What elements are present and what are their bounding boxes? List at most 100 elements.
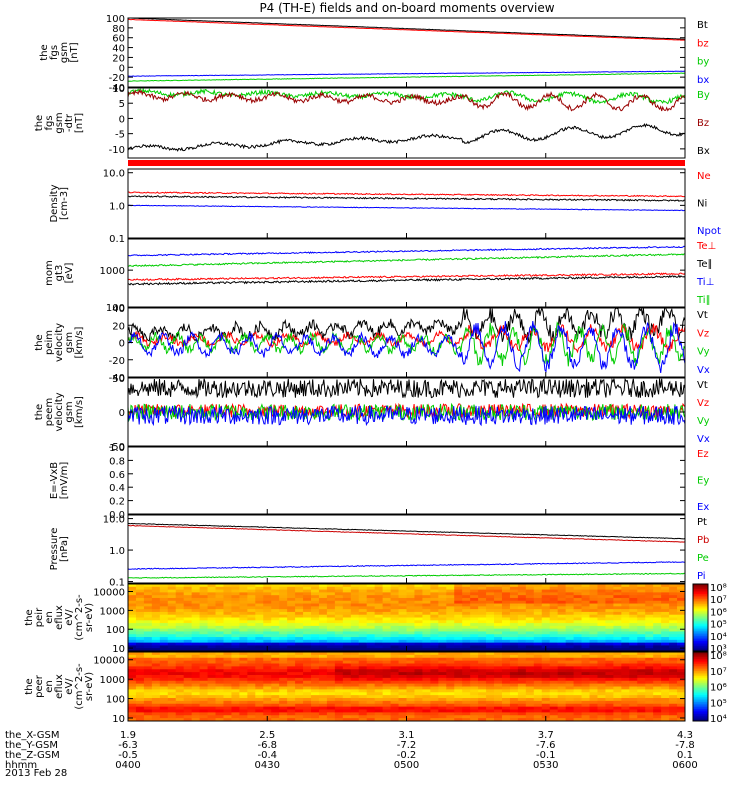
heatmap-cell <box>168 678 176 681</box>
heatmap-cell <box>661 664 669 667</box>
heatmap-cell <box>422 704 430 707</box>
heatmap-cell <box>494 712 502 715</box>
heatmap-cell <box>311 675 319 678</box>
heatmap-cell <box>168 661 176 664</box>
heatmap-cell <box>263 692 271 695</box>
heatmap-cell <box>550 689 558 692</box>
heatmap-cell <box>263 684 271 687</box>
heatmap-cell <box>526 675 534 678</box>
heatmap-cell <box>414 698 422 701</box>
heatmap-cell <box>534 655 542 658</box>
heatmap-cell <box>502 675 510 678</box>
heatmap-cell <box>629 669 637 672</box>
heatmap-cell <box>168 715 176 718</box>
legend-label: Ti⊥ <box>696 277 714 288</box>
heatmap-cell <box>446 684 454 687</box>
heatmap-cell <box>669 655 677 658</box>
heatmap-cell <box>319 701 327 704</box>
heatmap-cell <box>343 701 351 704</box>
heatmap-cell <box>295 704 303 707</box>
heatmap-cell <box>653 681 661 684</box>
heatmap-cell <box>303 661 311 664</box>
heatmap-cell <box>430 712 438 715</box>
heatmap-cell <box>295 715 303 718</box>
heatmap-cell <box>216 652 224 655</box>
heatmap-cell <box>661 704 669 707</box>
heatmap-cell <box>534 715 542 718</box>
heatmap-cell <box>605 684 613 687</box>
heatmap-cell <box>255 678 263 681</box>
heatmap-cell <box>247 695 255 698</box>
heatmap-cell <box>287 669 295 672</box>
heatmap-cell <box>669 698 677 701</box>
heatmap-cell <box>669 701 677 704</box>
heatmap-cell <box>661 675 669 678</box>
heatmap-cell <box>446 655 454 658</box>
heatmap-cell <box>351 698 359 701</box>
heatmap-cell <box>597 712 605 715</box>
heatmap-cell <box>287 689 295 692</box>
heatmap-cell <box>566 652 574 655</box>
heatmap-cell <box>486 658 494 661</box>
heatmap-cell <box>152 655 160 658</box>
heatmap-cell <box>351 669 359 672</box>
heatmap-cell <box>677 687 685 690</box>
heatmap-cell <box>223 710 231 713</box>
heatmap-cell <box>486 655 494 658</box>
heatmap-cell <box>200 704 208 707</box>
heatmap-cell <box>399 689 407 692</box>
heatmap-cell <box>176 675 184 678</box>
heatmap-cell <box>502 692 510 695</box>
heatmap-cell <box>359 661 367 664</box>
heatmap-cell <box>327 664 335 667</box>
heatmap-cell <box>287 652 295 655</box>
heatmap-cell <box>152 712 160 715</box>
heatmap-cell <box>645 687 653 690</box>
heatmap-cell <box>239 681 247 684</box>
heatmap-cell <box>351 707 359 710</box>
heatmap-cell <box>407 715 415 718</box>
heatmap-cell <box>422 687 430 690</box>
heatmap-cell <box>566 695 574 698</box>
heatmap-cell <box>534 689 542 692</box>
series-line-npot <box>128 205 685 211</box>
heatmap-cell <box>645 658 653 661</box>
heatmap-cell <box>494 669 502 672</box>
heatmap-cell <box>255 658 263 661</box>
heatmap-cell <box>128 692 136 695</box>
y-tick-label: 100 <box>106 625 125 636</box>
heatmap-cell <box>168 692 176 695</box>
heatmap-cell <box>558 664 566 667</box>
heatmap-cell <box>359 678 367 681</box>
heatmap-cell <box>653 692 661 695</box>
heatmap-cell <box>279 672 287 675</box>
legend-label: Vt <box>697 380 708 391</box>
heatmap-cell <box>216 695 224 698</box>
heatmap-cell <box>263 658 271 661</box>
heatmap-cell <box>462 669 470 672</box>
heatmap-cell <box>152 698 160 701</box>
heatmap-cell <box>192 672 200 675</box>
colorbar-tick-label: 10⁴ <box>710 632 727 643</box>
heatmap-cell <box>279 698 287 701</box>
heatmap-cell <box>295 669 303 672</box>
heatmap-cell <box>454 664 462 667</box>
heatmap-cell <box>486 687 494 690</box>
heatmap-cell <box>359 658 367 661</box>
heatmap-cell <box>160 684 168 687</box>
heatmap-cell <box>144 692 152 695</box>
legend-label: Ey <box>697 476 709 487</box>
heatmap-cell <box>677 692 685 695</box>
heatmap-cell <box>176 687 184 690</box>
heatmap-cell <box>271 678 279 681</box>
heatmap-cell <box>287 672 295 675</box>
heatmap-cell <box>669 661 677 664</box>
heatmap-cell <box>558 655 566 658</box>
heatmap-cell <box>613 681 621 684</box>
heatmap-cell <box>208 715 216 718</box>
heatmap-cell <box>311 704 319 707</box>
heatmap-cell <box>335 689 343 692</box>
heatmap-cell <box>518 672 526 675</box>
heatmap-cell <box>653 684 661 687</box>
heatmap-cell <box>343 704 351 707</box>
